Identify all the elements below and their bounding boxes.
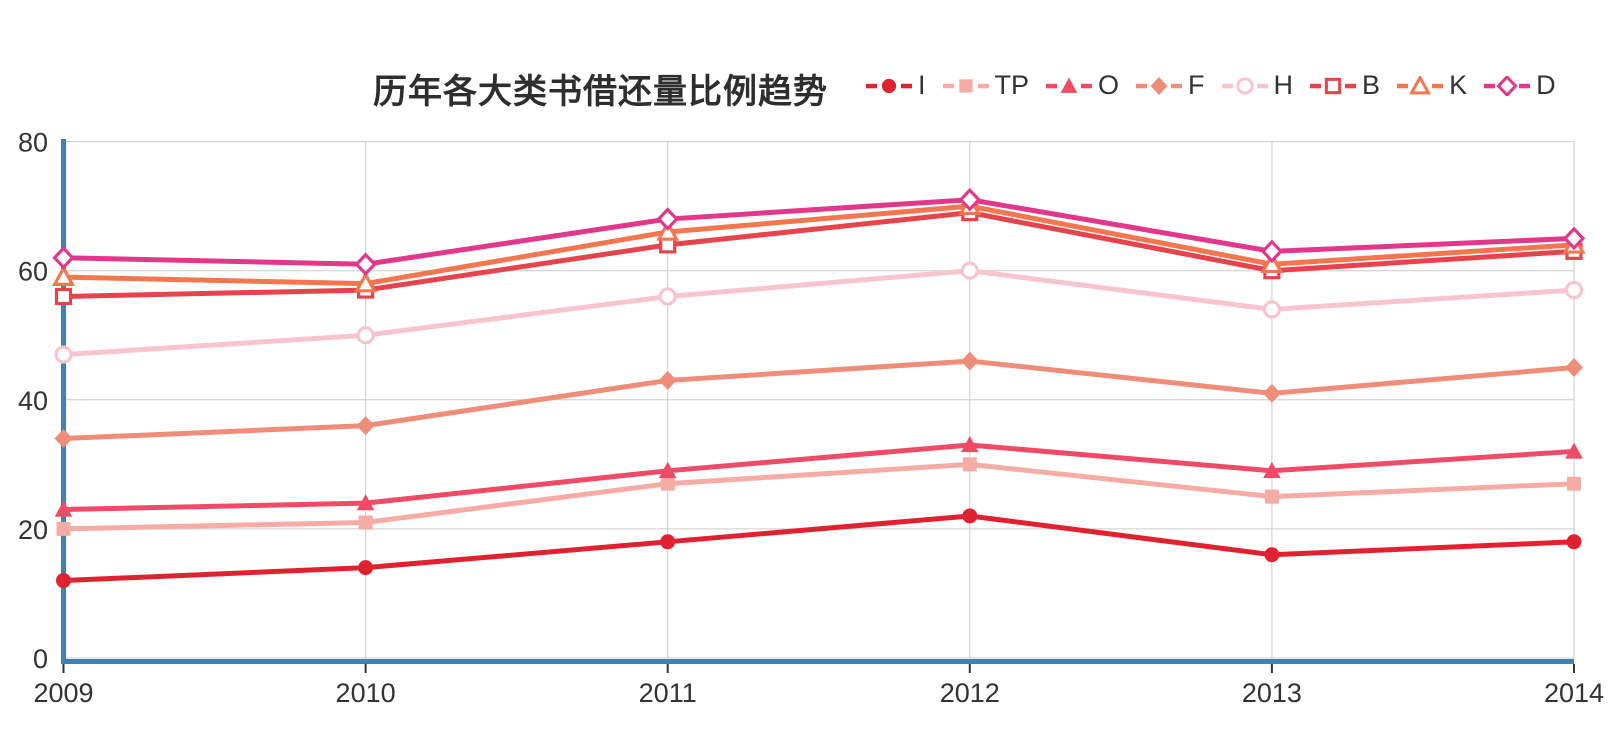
point-H-2012 <box>960 261 979 280</box>
y-axis-label: 80 <box>18 128 48 158</box>
x-axis-label: 2013 <box>1242 678 1302 708</box>
point-I-2010 <box>358 560 374 576</box>
point-H-2011 <box>658 287 677 306</box>
legend-item-I[interactable]: I <box>866 72 926 99</box>
x-axis-label: 2009 <box>33 678 93 708</box>
point-TP-2009 <box>56 521 71 536</box>
legend: I TP O F H B K D <box>866 72 1556 99</box>
series-line-O <box>61 442 1577 513</box>
legend-item-B[interactable]: B <box>1310 72 1380 99</box>
legend-label: H <box>1273 70 1294 100</box>
point-TP-2013 <box>1264 489 1279 504</box>
gridlines <box>61 141 1575 659</box>
point-TP-2011 <box>660 476 675 491</box>
point-F-2009 <box>54 429 73 449</box>
series-line-F <box>61 358 1577 442</box>
legend-marker-TP-icon <box>942 78 989 93</box>
legend-marker-F-icon <box>1136 76 1183 95</box>
point-K-2010 <box>354 271 378 293</box>
point-F-2013 <box>1262 383 1281 403</box>
legend-label: I <box>918 70 926 100</box>
point-I-2011 <box>660 534 676 550</box>
legend-label: O <box>1098 70 1120 100</box>
point-F-2011 <box>658 370 677 390</box>
point-H-2009 <box>54 345 73 364</box>
legend-label: TP <box>994 70 1030 100</box>
point-O-2010 <box>356 494 375 511</box>
point-D-2010 <box>354 252 377 277</box>
legend-item-TP[interactable]: TP <box>942 70 1030 100</box>
point-O-2011 <box>658 461 677 479</box>
point-D-2011 <box>656 207 679 231</box>
chart-title: 历年各大类书借还量比例趋势 <box>373 73 828 111</box>
legend-marker-B-icon <box>1310 77 1357 94</box>
legend-marker-K-icon <box>1397 75 1444 94</box>
point-O-2009 <box>54 500 73 517</box>
series-O <box>54 435 1583 517</box>
y-axis-label: 20 <box>18 515 48 545</box>
legend-item-H[interactable]: H <box>1221 70 1294 100</box>
legend-item-F[interactable]: F <box>1136 72 1205 99</box>
point-O-2012 <box>961 435 979 453</box>
series-I <box>56 508 1582 589</box>
point-F-2010 <box>356 416 375 436</box>
point-B-2009 <box>54 287 73 306</box>
legend-marker-D-icon <box>1484 75 1531 96</box>
point-K-2013 <box>1260 251 1284 274</box>
point-H-2013 <box>1262 300 1282 319</box>
x-axis-label: 2012 <box>940 678 1000 708</box>
point-H-2014 <box>1564 280 1584 300</box>
point-O-2014 <box>1565 442 1583 459</box>
point-K-2011 <box>656 219 680 241</box>
legend-marker-O-icon <box>1046 76 1093 93</box>
series-H <box>54 261 1584 364</box>
series-D <box>52 187 1586 277</box>
legend-label: F <box>1188 70 1205 100</box>
point-O-2013 <box>1263 461 1281 479</box>
point-I-2009 <box>56 573 71 589</box>
legend-item-D[interactable]: D <box>1484 72 1556 99</box>
point-H-2010 <box>356 326 375 345</box>
series-line-K <box>61 203 1577 287</box>
series-line-B <box>61 210 1577 300</box>
point-TP-2010 <box>358 515 373 530</box>
series-F <box>54 351 1583 449</box>
legend-label: D <box>1536 70 1556 100</box>
legend-label: B <box>1362 70 1381 100</box>
x-axis-label: 2011 <box>639 678 697 708</box>
legend-label: K <box>1449 70 1468 100</box>
legend-item-O[interactable]: O <box>1046 72 1119 99</box>
point-I-2012 <box>962 508 978 524</box>
point-I-2014 <box>1566 534 1582 550</box>
series-line-I <box>61 513 1577 584</box>
x-axis-label: 2010 <box>336 678 396 708</box>
legend-marker-H-icon <box>1221 76 1268 95</box>
point-F-2014 <box>1565 358 1583 378</box>
series-line-TP <box>61 461 1577 532</box>
series-line-H <box>61 268 1577 358</box>
point-D-2009 <box>52 245 75 270</box>
y-axis-label: 60 <box>18 257 48 287</box>
point-TP-2012 <box>962 457 977 472</box>
point-D-2012 <box>958 187 982 212</box>
x-axis-label: 2014 <box>1544 678 1604 708</box>
point-TP-2014 <box>1567 476 1581 491</box>
legend-item-K[interactable]: K <box>1397 72 1467 99</box>
point-D-2014 <box>1562 226 1586 251</box>
point-F-2012 <box>960 351 979 371</box>
point-I-2013 <box>1264 547 1280 563</box>
y-axis-label: 40 <box>18 386 48 416</box>
series-line-D <box>61 197 1577 267</box>
series-TP <box>56 457 1581 536</box>
point-D-2013 <box>1260 239 1284 264</box>
y-axis-label: 0 <box>33 644 48 674</box>
legend-marker-I-icon <box>866 78 912 93</box>
point-K-2009 <box>52 264 75 286</box>
